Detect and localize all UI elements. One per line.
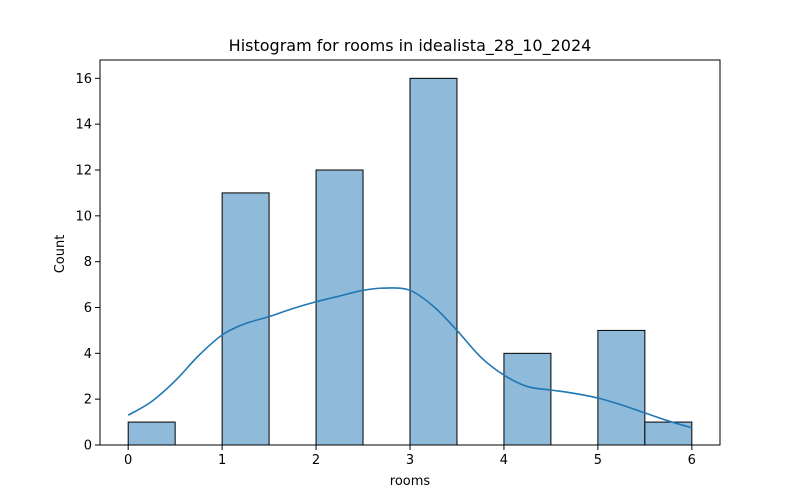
histogram-bar xyxy=(127,421,176,446)
histogram-bar xyxy=(503,352,552,446)
histogram-bar xyxy=(315,169,364,446)
x-tick-label: 6 xyxy=(688,453,696,468)
y-tick-label: 0 xyxy=(84,439,92,454)
x-axis-ticks: 0 1 2 3 4 5 6 xyxy=(124,445,696,468)
y-tick-label: 8 xyxy=(84,255,92,270)
histogram-bar xyxy=(597,329,646,446)
x-tick-label: 1 xyxy=(218,453,226,468)
histogram-bar xyxy=(409,77,458,446)
y-tick-label: 14 xyxy=(75,118,92,133)
bars-layer xyxy=(127,77,693,446)
x-tick-label: 3 xyxy=(406,453,414,468)
x-tick-label: 4 xyxy=(500,453,508,468)
y-tick-label: 10 xyxy=(75,209,92,224)
y-tick-label: 4 xyxy=(84,347,92,362)
chart-title: Histogram for rooms in idealista_28_10_2… xyxy=(229,36,592,56)
y-axis-ticks: 0 2 4 6 8 10 12 14 16 xyxy=(75,72,100,454)
x-tick-label: 2 xyxy=(312,453,320,468)
kde-layer xyxy=(127,287,693,429)
y-tick-label: 6 xyxy=(84,301,92,316)
y-tick-label: 12 xyxy=(75,164,92,179)
kde-curve xyxy=(127,287,693,429)
x-tick-label: 5 xyxy=(594,453,602,468)
y-tick-label: 16 xyxy=(75,72,92,87)
y-axis-label: Count xyxy=(53,235,68,274)
y-tick-label: 2 xyxy=(84,393,92,408)
x-axis-label: rooms xyxy=(390,474,431,489)
x-tick-label: 0 xyxy=(124,453,132,468)
